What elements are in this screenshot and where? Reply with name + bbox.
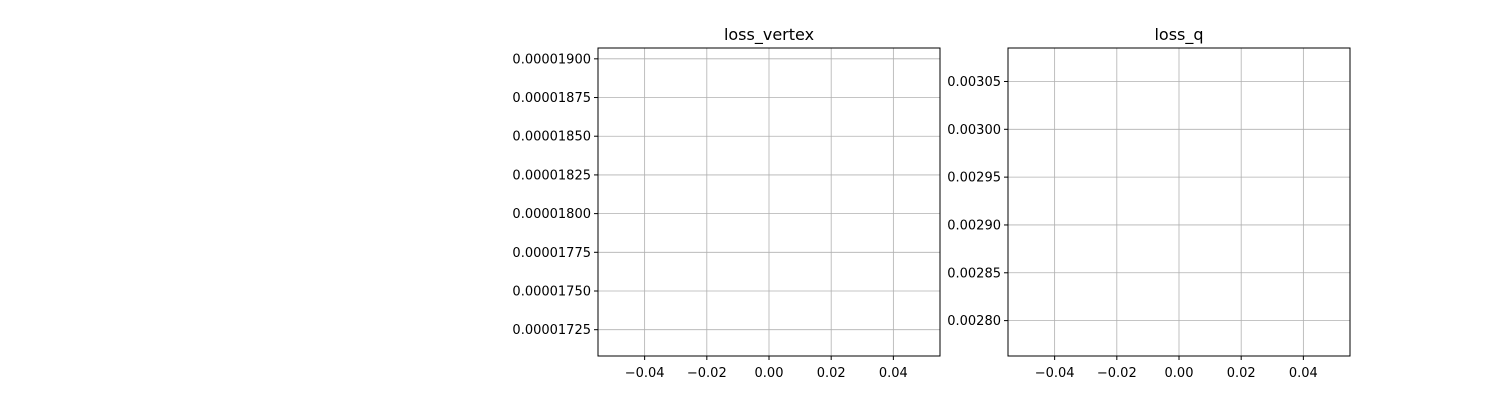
x-tick-label: −0.02 — [687, 366, 727, 381]
chart-title: loss_q — [1154, 25, 1203, 45]
y-tick-label: 0.00001750 — [512, 284, 591, 299]
x-tick-label: −0.04 — [1035, 366, 1075, 381]
y-tick-label: 0.00290 — [947, 218, 1001, 233]
y-tick-label: 0.00305 — [947, 75, 1001, 90]
y-tick-label: 0.00001800 — [512, 207, 591, 222]
chart-title: loss_vertex — [724, 25, 814, 45]
x-tick-label: 0.00 — [1165, 366, 1194, 381]
chart-panel-1: −0.04 −0.02 0.00 0.02 0.04 0.00001725 0.000017… — [512, 25, 941, 381]
y-tick-label: 0.00001825 — [512, 168, 591, 183]
x-tick-label: 0.00 — [755, 366, 784, 381]
x-tick-label: 0.04 — [879, 366, 908, 381]
y-tick-label: 0.00001850 — [512, 130, 591, 145]
x-tick-label: −0.04 — [625, 366, 665, 381]
x-tick-label: −0.02 — [1097, 366, 1137, 381]
y-tick-label: 0.00280 — [947, 314, 1001, 329]
y-tick-label: 0.00285 — [947, 266, 1001, 281]
chart-panel-2: −0.04 −0.02 0.00 0.02 0.04 0.00280 0.00285 0.00… — [947, 25, 1351, 381]
y-tick-label: 0.00001875 — [512, 91, 591, 106]
y-tick-label: 0.00001775 — [512, 246, 591, 261]
y-tick-label: 0.00001900 — [512, 52, 591, 67]
x-tick-label: 0.04 — [1289, 366, 1318, 381]
y-tick-label: 0.00001725 — [512, 323, 591, 338]
y-tick-label: 0.00295 — [947, 171, 1001, 186]
x-tick-label: 0.02 — [817, 366, 846, 381]
y-tick-label: 0.00300 — [947, 123, 1001, 138]
x-tick-label: 0.02 — [1227, 366, 1256, 381]
